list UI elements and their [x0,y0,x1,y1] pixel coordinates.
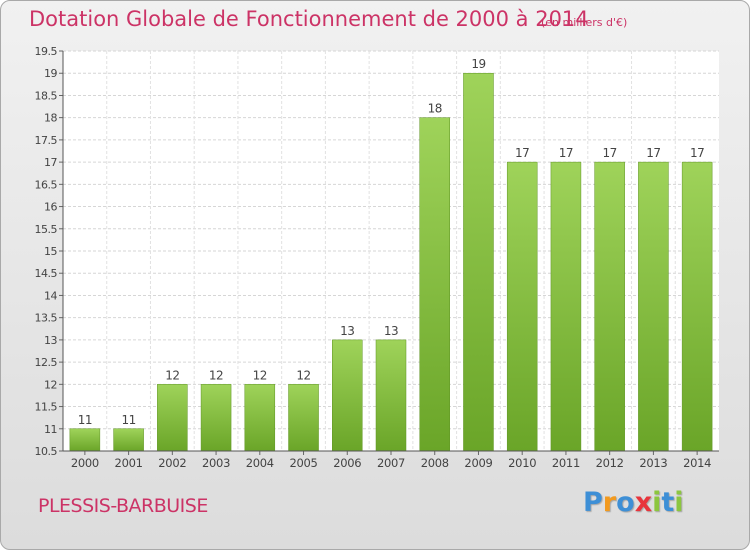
x-tick-label: 2002 [158,456,186,470]
logo-letter: t [661,487,675,518]
x-tick-label: 2001 [115,456,143,470]
x-tick-label: 2011 [552,456,580,470]
bar-2011 [550,161,582,452]
y-tick-label: 10.5 [35,445,58,458]
data-label: 17 [515,146,529,160]
data-label: 12 [296,368,310,382]
chart-title: Dotation Globale de Fonctionnement de 20… [29,7,589,31]
logo-letter: r [602,487,617,518]
bar-2006 [332,339,363,452]
data-label: 17 [646,146,660,160]
bar-2004 [244,384,276,452]
x-tick-label: 2008 [421,456,449,470]
y-tick-label: 19.5 [35,45,58,58]
data-label: 18 [428,102,442,116]
x-tick-label: 2012 [596,456,624,470]
data-label: 13 [340,324,354,338]
chart-unit: (en milliers d'€) [541,16,628,29]
x-tick-label: 2013 [639,456,667,470]
y-tick-label: 15 [44,245,57,258]
y-tick-label: 17.5 [35,134,58,147]
bars [69,72,713,452]
data-label: 12 [209,368,223,382]
y-tick-label: 18 [44,112,57,125]
logo-letter: x [634,487,653,518]
bar-2009 [463,72,494,452]
data-label: 11 [78,413,92,427]
x-tick-label: 2003 [202,456,230,470]
x-tick-label: 2006 [333,456,361,470]
bar-2000 [69,428,101,452]
bar-2005 [288,384,319,452]
bar-2012 [594,161,625,452]
bar-2014 [681,161,713,452]
y-tick-label: 12 [44,378,57,391]
y-tick-label: 13 [44,334,57,347]
data-label: 12 [165,368,179,382]
x-tick-label: 2014 [683,456,711,470]
y-tick-label: 13.5 [35,312,58,325]
logo-letter: o [616,487,635,518]
y-tick-label: 19 [44,67,57,80]
data-label: 17 [603,146,617,160]
bar-2002 [157,384,188,452]
logo-letter: P [583,487,603,518]
bar-2013 [638,161,669,452]
axes [59,50,719,455]
y-tick-label: 17 [44,156,57,169]
bar-2008 [419,117,450,452]
y-tick-label: 16.5 [35,178,58,191]
y-tick-label: 15.5 [35,223,58,236]
proxiti-logo: Proxiti [583,487,684,518]
logo-letter: i [674,487,684,518]
data-label: 11 [121,413,135,427]
commune-name: PLESSIS-BARBUISE [38,495,208,517]
data-label: 17 [690,146,704,160]
y-tick-label: 11.5 [35,401,58,414]
x-tick-label: 2005 [289,456,317,470]
y-tick-labels: 10.5 11 11.5 12 12.5 13 13.5 14 14.5 15 15.5 16 16.5… [35,45,58,458]
data-label: 13 [384,324,398,338]
data-label: 17 [559,146,573,160]
bar-2007 [375,339,407,452]
y-tick-label: 12.5 [35,356,58,369]
data-label: 12 [253,368,267,382]
x-tick-labels: 2000 2001 2002 2003 2004 2005 2006 2007 2008 2009… [71,456,712,470]
x-tick-label: 2010 [508,456,536,470]
bar-2001 [113,428,144,452]
y-tick-label: 14.5 [35,267,58,280]
data-labels: 11 11 12 12 12 12 13 13 18 19 17 17 17 17 17 [78,57,705,427]
x-tick-label: 2007 [377,456,405,470]
y-tick-label: 11 [44,423,57,436]
x-tick-label: 2000 [71,456,99,470]
x-tick-label: 2009 [464,456,492,470]
bar-2010 [506,161,538,452]
y-tick-label: 14 [44,289,57,302]
x-tick-label: 2004 [246,456,274,470]
y-tick-label: 18.5 [35,89,58,102]
bar-2003 [200,384,232,452]
y-tick-label: 16 [44,201,57,214]
data-label: 19 [471,57,485,71]
logo-letter: i [652,487,662,518]
